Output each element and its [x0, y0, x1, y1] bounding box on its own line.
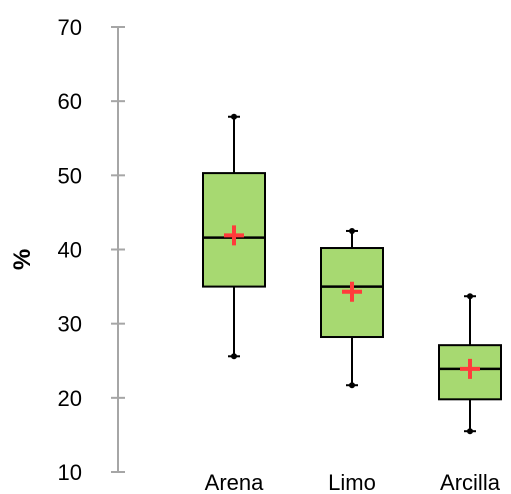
y-axis: 10 20 30 40 50 60 70	[58, 15, 125, 485]
y-tick-label: 50	[58, 163, 82, 188]
mean-marker	[460, 358, 480, 379]
y-tick-label: 30	[58, 312, 82, 337]
min-point	[467, 428, 473, 435]
max-point	[467, 293, 473, 300]
max-point	[231, 113, 237, 120]
category-label: Limo	[328, 470, 376, 494]
y-tick-label: 40	[58, 238, 82, 263]
box-arena	[202, 113, 266, 360]
y-axis-title: %	[9, 249, 36, 270]
y-tick-label: 10	[58, 460, 82, 485]
category-label: Arena	[205, 470, 264, 494]
y-tick-label: 20	[58, 386, 82, 411]
min-point	[349, 382, 355, 389]
y-tick-label: 70	[58, 15, 82, 40]
mean-marker	[342, 281, 362, 302]
category-labels: Arena Limo Arcilla	[205, 470, 501, 494]
mean-marker	[224, 225, 244, 246]
y-tick-label: 60	[58, 89, 82, 114]
box-series	[202, 113, 502, 435]
box-limo	[320, 227, 384, 389]
box-arcilla	[438, 293, 502, 435]
min-point	[231, 353, 237, 360]
category-label: Arcilla	[440, 470, 501, 494]
max-point	[349, 227, 355, 234]
